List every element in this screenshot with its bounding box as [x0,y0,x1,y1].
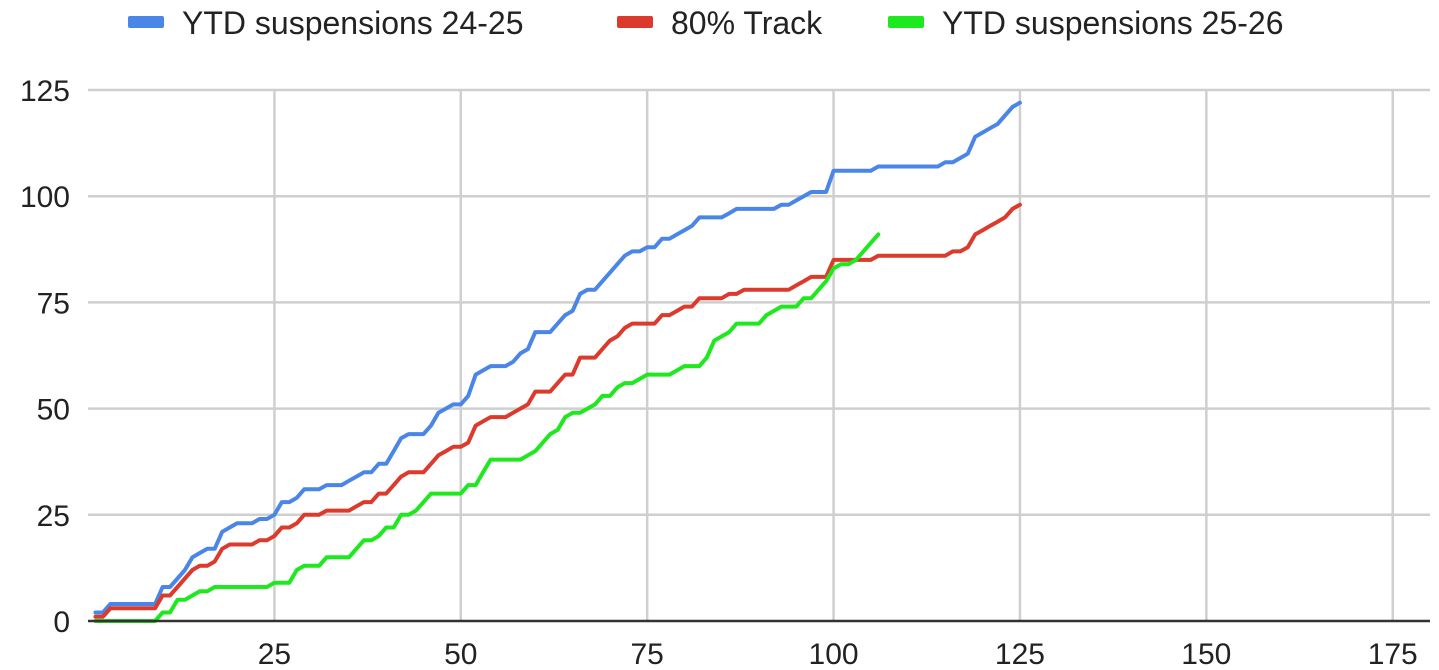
y-tick-label: 125 [20,75,70,108]
gridlines [88,88,1430,621]
series-line-1 [93,100,1022,615]
series-line-3 [93,232,881,623]
legend-label: 80% Track [671,5,823,41]
legend-item-3[interactable]: YTD suspensions 25-26 [888,5,1284,41]
y-tick-label: 25 [37,500,70,533]
tick-labels: 0 25 50 75 100 125 25 50 75 100 125 150 175 [20,75,1418,670]
series-lines [93,100,1022,623]
series-line-2 [93,202,1022,619]
legend-swatch [617,16,653,28]
legend-item-1[interactable]: YTD suspensions 24-25 [128,5,524,41]
legend-swatch [888,16,924,28]
x-tick-label: 125 [995,638,1045,670]
y-tick-label: 50 [37,394,70,427]
legend: YTD suspensions 24-25 80% Track YTD suspen… [128,5,1284,41]
y-tick-label: 0 [53,606,70,639]
legend-item-2[interactable]: 80% Track [617,5,823,41]
legend-label: YTD suspensions 25-26 [942,5,1284,41]
x-tick-label: 150 [1181,638,1231,670]
legend-label: YTD suspensions 24-25 [182,5,524,41]
x-tick-label: 100 [809,638,859,670]
x-tick-label: 50 [444,638,477,670]
x-tick-label: 75 [630,638,663,670]
y-tick-label: 100 [20,181,70,214]
x-tick-label: 25 [258,638,291,670]
legend-swatch [128,16,164,28]
y-tick-label: 75 [37,287,70,320]
x-tick-label: 175 [1368,638,1418,670]
